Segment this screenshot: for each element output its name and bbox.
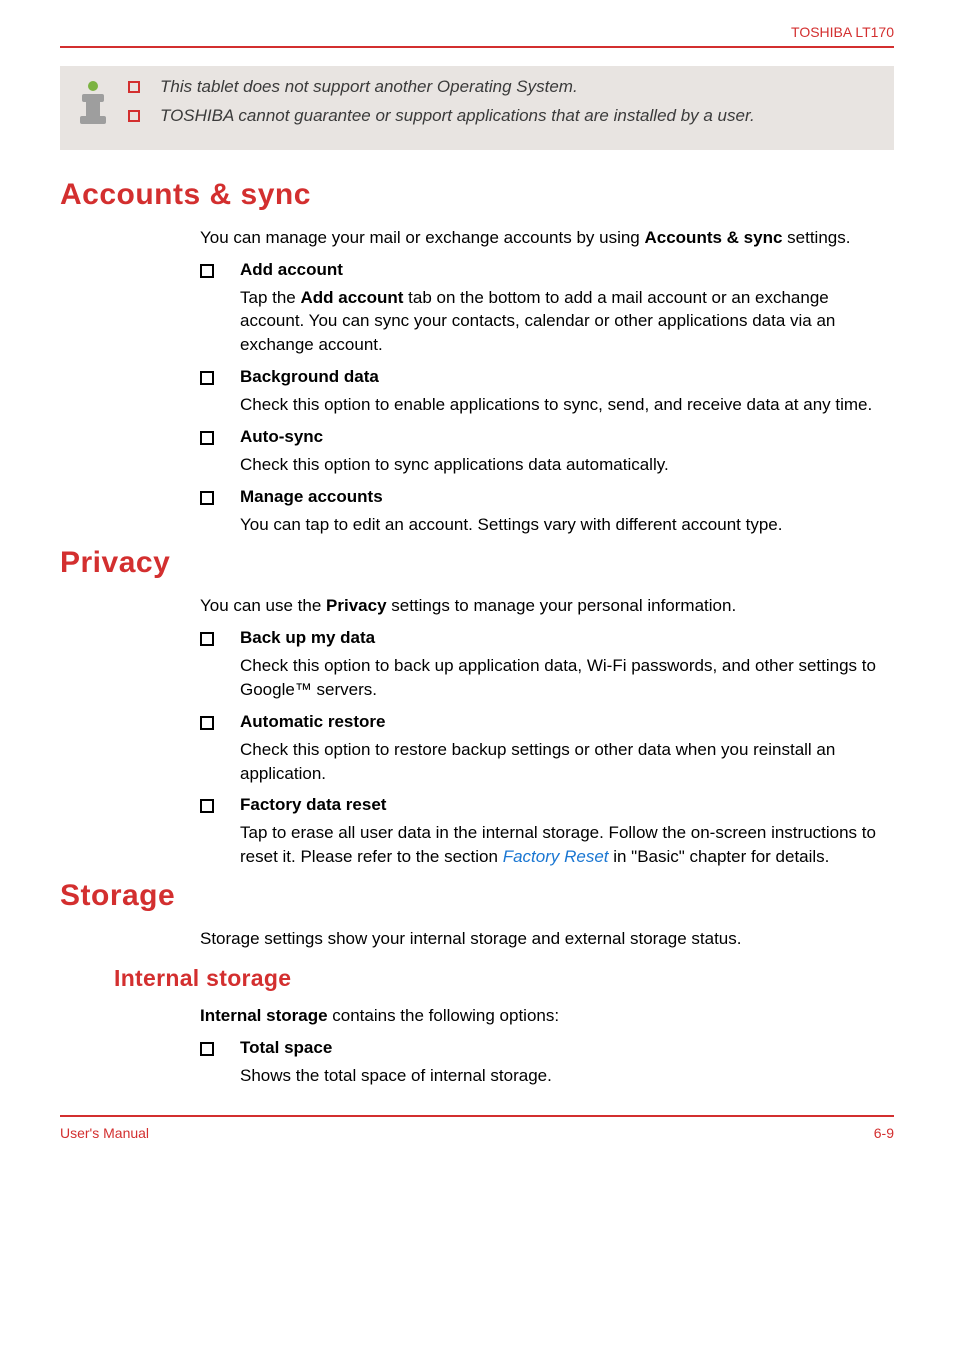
bullet-square-icon [200, 799, 214, 813]
bullet-desc: Tap the Add account tab on the bottom to… [240, 286, 894, 357]
bullet-square-icon [128, 81, 140, 93]
info-item: This tablet does not support another Ope… [128, 76, 880, 99]
footer-left: User's Manual [60, 1125, 149, 1141]
accounts-item: Background data [200, 367, 894, 387]
bullet-label: Add account [240, 260, 343, 280]
storage-item: Total space [200, 1038, 894, 1058]
section-title-storage: Storage [60, 879, 894, 913]
bullet-label: Total space [240, 1038, 332, 1058]
info-item: TOSHIBA cannot guarantee or support appl… [128, 105, 880, 128]
bullet-square-icon [200, 491, 214, 505]
accounts-intro: You can manage your mail or exchange acc… [200, 226, 894, 250]
privacy-item: Automatic restore [200, 712, 894, 732]
bullet-desc: Check this option to restore backup sett… [240, 738, 894, 786]
privacy-item: Back up my data [200, 628, 894, 648]
bullet-desc: Check this option to sync applications d… [240, 453, 894, 477]
bullet-label: Manage accounts [240, 487, 383, 507]
section-title-accounts: Accounts & sync [60, 178, 894, 212]
bullet-square-icon [200, 264, 214, 278]
privacy-item: Factory data reset [200, 795, 894, 815]
bullet-desc: Tap to erase all user data in the intern… [240, 821, 894, 869]
internal-storage-intro: Internal storage contains the following … [200, 1004, 894, 1028]
bullet-desc: You can tap to edit an account. Settings… [240, 513, 894, 537]
bullet-square-icon [200, 371, 214, 385]
sub-title-internal-storage: Internal storage [114, 965, 894, 992]
bullet-square-icon [200, 632, 214, 646]
privacy-intro: You can use the Privacy settings to mana… [200, 594, 894, 618]
bullet-desc: Check this option to enable applications… [240, 393, 894, 417]
bullet-label: Background data [240, 367, 379, 387]
accounts-item: Auto-sync [200, 427, 894, 447]
info-text: This tablet does not support another Ope… [160, 76, 578, 99]
bullet-square-icon [200, 716, 214, 730]
accounts-item: Manage accounts [200, 487, 894, 507]
bullet-label: Back up my data [240, 628, 375, 648]
storage-intro: Storage settings show your internal stor… [200, 927, 894, 951]
bullet-desc: Check this option to back up application… [240, 654, 894, 702]
bullet-label: Automatic restore [240, 712, 385, 732]
accounts-item: Add account [200, 260, 894, 280]
bullet-desc: Shows the total space of internal storag… [240, 1064, 894, 1088]
info-text: TOSHIBA cannot guarantee or support appl… [160, 105, 755, 128]
info-icon [74, 76, 112, 134]
bullet-label: Factory data reset [240, 795, 386, 815]
bullet-label: Auto-sync [240, 427, 323, 447]
page-footer: User's Manual 6-9 [60, 1115, 894, 1141]
bullet-square-icon [128, 110, 140, 122]
info-callout: This tablet does not support another Ope… [60, 66, 894, 150]
section-title-privacy: Privacy [60, 546, 894, 580]
footer-right: 6-9 [874, 1125, 894, 1141]
bullet-square-icon [200, 1042, 214, 1056]
factory-reset-link[interactable]: Factory Reset [503, 847, 609, 866]
bullet-square-icon [200, 431, 214, 445]
header-brand: TOSHIBA LT170 [60, 24, 894, 48]
